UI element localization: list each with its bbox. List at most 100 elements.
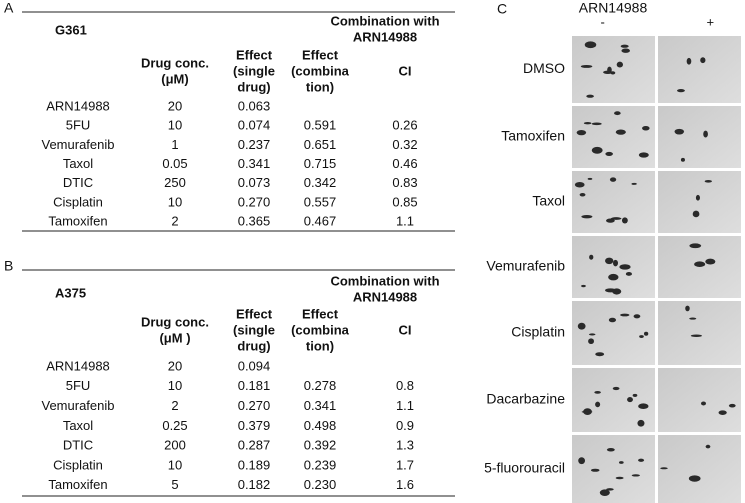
- cell-shape: [689, 317, 697, 320]
- micrograph: [658, 435, 741, 503]
- cell-shape: [583, 121, 592, 125]
- row-label: Tamoxifen: [501, 128, 565, 144]
- cell-shape: [615, 476, 624, 480]
- cell-shape: [605, 257, 614, 265]
- column-header: Effect: [302, 306, 339, 321]
- cell: 0.26: [392, 118, 417, 133]
- cell-shape: [586, 94, 594, 98]
- cell-shape: [705, 444, 711, 449]
- cell-shape: [618, 461, 624, 464]
- cell-shape: [660, 467, 668, 470]
- cell: 0.85: [392, 194, 417, 209]
- cell: 0.237: [238, 137, 271, 152]
- cell: 0.063: [238, 98, 271, 113]
- row-label: Taxol: [63, 418, 93, 433]
- row-label: Tamoxifen: [48, 477, 107, 492]
- cell: 0.341: [304, 398, 337, 413]
- column-header: Effect: [302, 47, 339, 62]
- column-header: CI: [399, 63, 412, 78]
- cell: 1.1: [396, 214, 414, 229]
- group-header: ARN14988: [353, 29, 417, 44]
- cell: 20: [168, 98, 182, 113]
- cell: 2: [171, 398, 178, 413]
- row-label: Vemurafenib: [486, 258, 565, 274]
- row-label: 5FU: [66, 378, 91, 393]
- row-label: Taxol: [532, 193, 565, 209]
- cell-shape: [704, 180, 712, 183]
- cell: 250: [164, 175, 186, 190]
- row-label: Tamoxifen: [48, 214, 107, 229]
- cell-shape: [576, 129, 587, 136]
- cell-shape: [674, 128, 685, 135]
- panel-label: A: [4, 0, 14, 16]
- cell-shape: [621, 48, 630, 53]
- condition-label: -: [601, 14, 605, 29]
- cell-shape: [595, 352, 605, 357]
- cell: 0.46: [392, 156, 417, 171]
- column-header: tion): [306, 338, 334, 353]
- cell-shape: [642, 126, 650, 131]
- micrograph: [658, 36, 741, 103]
- cell-shape: [608, 273, 619, 281]
- cell: 0.83: [392, 175, 417, 190]
- cell: 0.591: [304, 118, 337, 133]
- cell: 10: [168, 457, 182, 472]
- column-header: CI: [399, 322, 412, 337]
- cell: 10: [168, 378, 182, 393]
- micrograph: [572, 301, 655, 365]
- cell-shape: [692, 210, 700, 218]
- column-header: drug): [237, 79, 270, 94]
- cell-shape: [638, 152, 649, 158]
- micrograph: [572, 236, 655, 298]
- cell-shape: [695, 194, 700, 201]
- condition-label: +: [707, 14, 715, 29]
- panel-label: C: [497, 1, 507, 17]
- cell-shape: [705, 258, 716, 265]
- cell-shape: [615, 129, 626, 135]
- micrograph: [572, 106, 655, 168]
- cell-shape: [583, 408, 592, 416]
- cell-line: A375: [55, 285, 86, 300]
- cell-shape: [639, 335, 644, 338]
- cell-shape: [688, 475, 701, 482]
- cell-shape: [694, 261, 706, 268]
- row-label: Vemurafenib: [42, 137, 115, 152]
- cell-shape: [631, 182, 637, 185]
- cell-shape: [616, 61, 623, 68]
- panel-label: B: [4, 258, 13, 274]
- column-header: (combina: [291, 322, 350, 337]
- cell-shape: [685, 305, 690, 312]
- cell: 0.239: [304, 457, 337, 472]
- row-label: 5FU: [66, 118, 91, 133]
- cell-shape: [580, 64, 593, 68]
- cell: 0.8: [396, 378, 414, 393]
- cell-shape: [606, 447, 615, 452]
- cell-shape: [606, 488, 614, 491]
- cell: 2: [171, 214, 178, 229]
- row-label: ARN14988: [46, 98, 110, 113]
- cell-shape: [610, 217, 622, 220]
- cell: 1.7: [396, 457, 414, 472]
- cell-line: G361: [55, 22, 87, 37]
- cell: 0.05: [162, 156, 187, 171]
- cell-shape: [631, 474, 640, 477]
- cell: 0.181: [238, 378, 271, 393]
- cell-shape: [614, 111, 621, 116]
- cell: 0.498: [304, 418, 337, 433]
- column-header: (single: [233, 63, 275, 78]
- micrograph: [658, 368, 741, 432]
- cell-shape: [638, 458, 645, 462]
- column-header: Effect: [236, 47, 273, 62]
- cell-shape: [632, 393, 638, 397]
- cell: 0.341: [238, 156, 271, 171]
- column-header: Drug conc.: [141, 314, 209, 329]
- cell: 1.1: [396, 398, 414, 413]
- column-header: (single: [233, 322, 275, 337]
- cell: 1: [171, 137, 178, 152]
- cell: 0.25: [162, 418, 187, 433]
- cell: 0.189: [238, 457, 271, 472]
- column-header: drug): [237, 338, 270, 353]
- group-header: Combination with: [330, 13, 439, 28]
- cell-shape: [588, 333, 596, 336]
